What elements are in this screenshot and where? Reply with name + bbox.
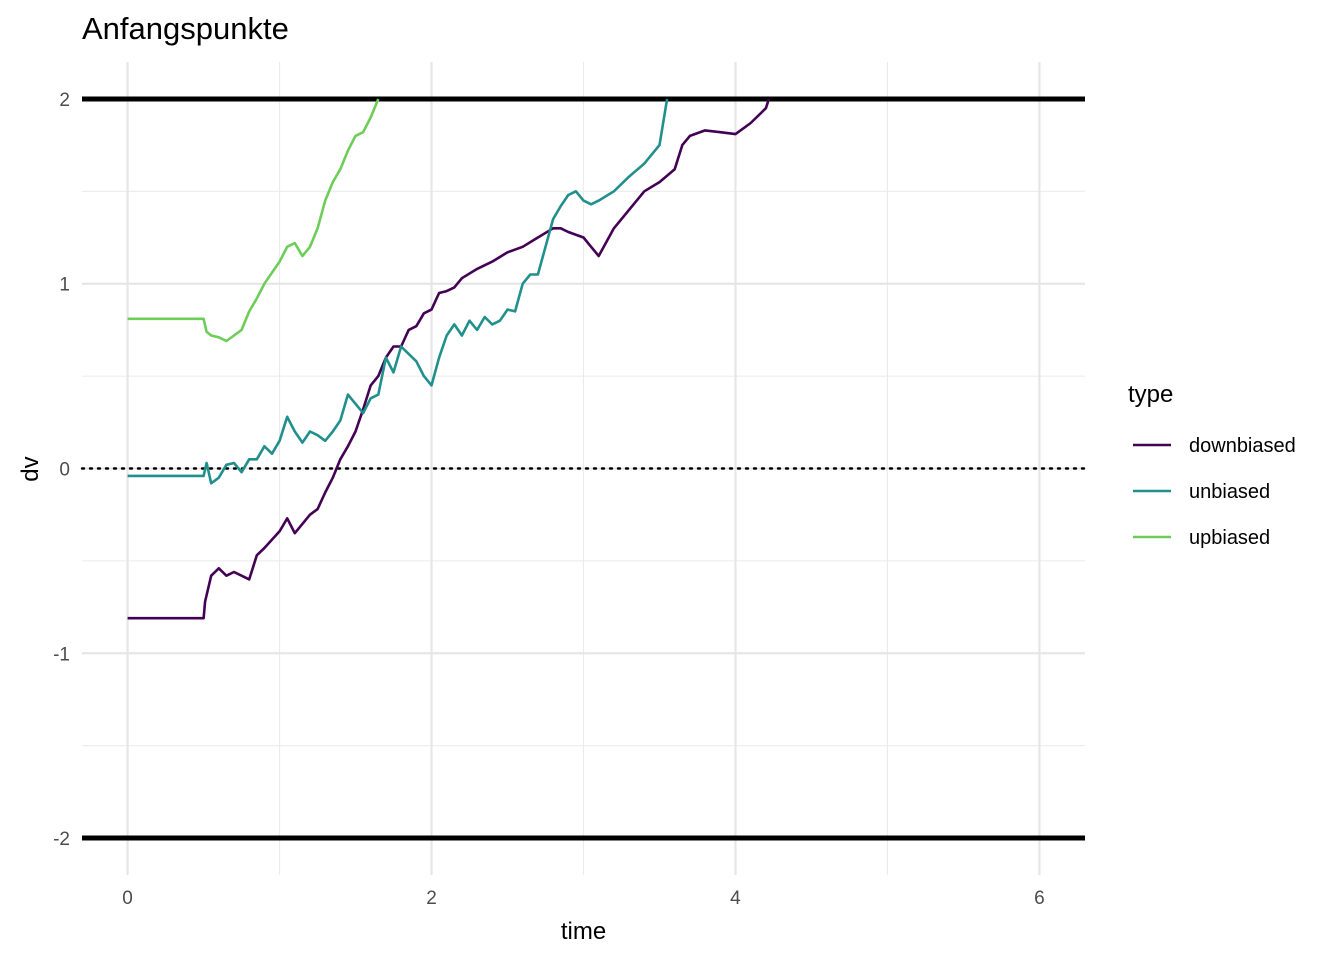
series-line-upbiased (127, 98, 380, 343)
y-tick-label: 1 (59, 275, 70, 296)
legend-label: downbiased (1189, 435, 1296, 457)
y-tick-label: 0 (59, 460, 70, 481)
x-tick-label: 6 (1034, 888, 1045, 909)
chart-title: Anfangspunkte (82, 11, 289, 46)
minor-gridlines (82, 62, 1085, 875)
legend-items: downbiased unbiased upbiased (1133, 435, 1296, 549)
x-tick-label: 0 (122, 888, 133, 909)
legend-item: unbiased (1133, 481, 1270, 503)
series-line-downbiased (127, 98, 771, 620)
y-tick-label: -1 (53, 644, 70, 665)
y-tick-label: -2 (53, 829, 70, 850)
legend: type downbiased unbiased upbiased (1128, 381, 1296, 549)
series-line-unbiased (127, 98, 669, 485)
reference-lines (80, 96, 1087, 841)
series-layer (127, 98, 771, 620)
legend-label: unbiased (1189, 481, 1270, 503)
x-tick-labels: 0 2 4 6 (122, 888, 1044, 909)
legend-label: upbiased (1189, 527, 1270, 549)
x-tick-label: 4 (730, 888, 741, 909)
legend-item: upbiased (1133, 527, 1270, 549)
y-axis-title: dv (17, 456, 44, 481)
x-axis-title: time (561, 918, 606, 945)
x-tick-label: 2 (426, 888, 437, 909)
y-tick-labels: -2 -1 0 1 2 (53, 90, 70, 850)
legend-title: type (1128, 381, 1173, 408)
legend-item: downbiased (1133, 435, 1296, 457)
y-tick-label: 2 (59, 90, 70, 111)
